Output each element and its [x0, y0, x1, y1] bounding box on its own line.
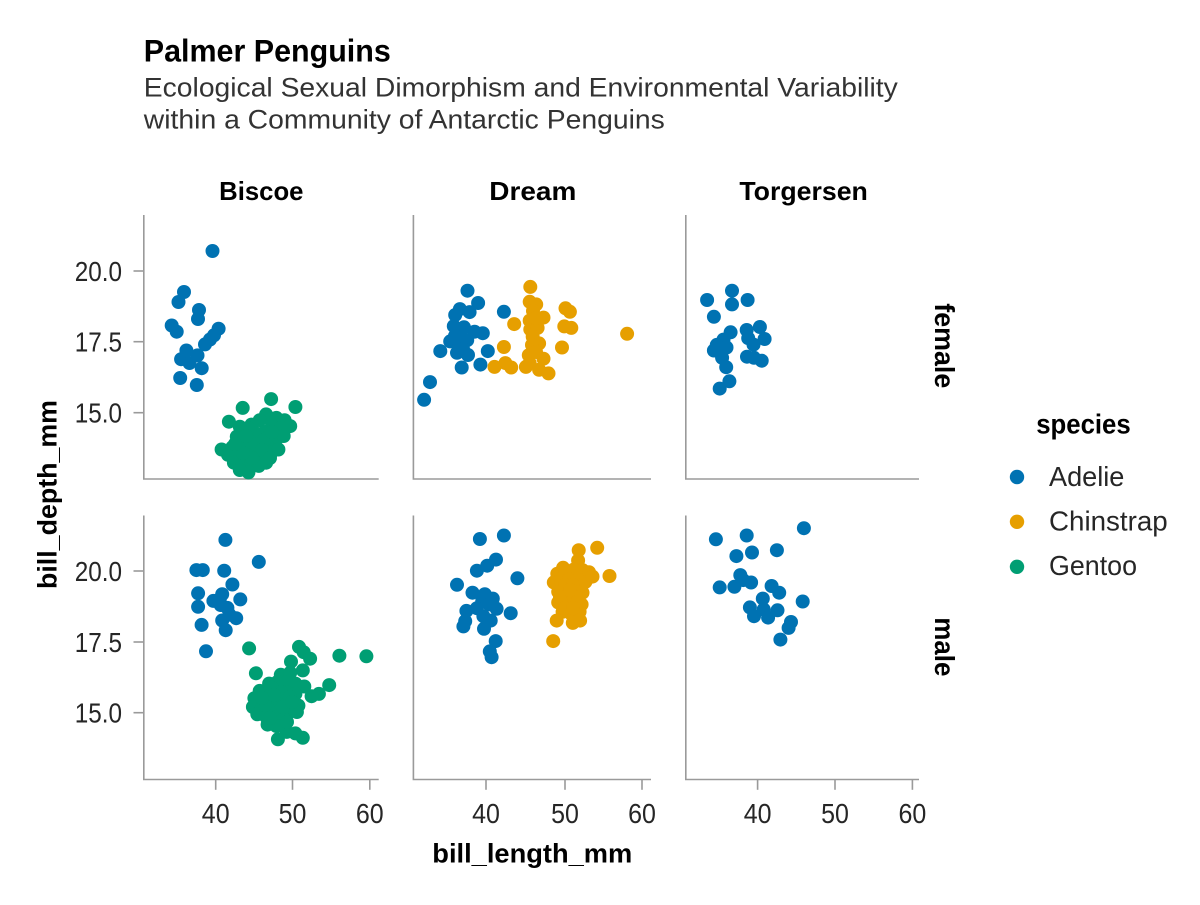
svg-text:40: 40 — [202, 798, 230, 829]
svg-text:40: 40 — [472, 798, 500, 829]
svg-text:Dream: Dream — [489, 176, 576, 206]
svg-text:bill_depth_mm: bill_depth_mm — [33, 400, 63, 589]
svg-text:50: 50 — [551, 798, 579, 829]
svg-text:male: male — [929, 617, 960, 676]
svg-text:17.5: 17.5 — [75, 327, 122, 358]
svg-text:species: species — [1036, 408, 1131, 439]
svg-text:50: 50 — [821, 798, 849, 829]
svg-text:bill_length_mm: bill_length_mm — [432, 839, 632, 869]
svg-text:Biscoe: Biscoe — [219, 176, 303, 206]
svg-text:Palmer Penguins: Palmer Penguins — [144, 33, 391, 69]
svg-text:60: 60 — [356, 798, 384, 829]
svg-text:Torgersen: Torgersen — [739, 176, 868, 206]
svg-text:Ecological Sexual Dimorphism a: Ecological Sexual Dimorphism and Environ… — [144, 73, 899, 103]
svg-text:Chinstrap: Chinstrap — [1049, 506, 1168, 537]
svg-text:Gentoo: Gentoo — [1049, 550, 1137, 581]
svg-text:60: 60 — [628, 798, 656, 829]
svg-text:40: 40 — [744, 798, 772, 829]
svg-text:17.5: 17.5 — [75, 627, 122, 658]
svg-text:20.0: 20.0 — [75, 256, 122, 287]
svg-text:60: 60 — [899, 798, 927, 829]
svg-text:female: female — [929, 303, 960, 388]
svg-text:15.0: 15.0 — [75, 398, 122, 429]
svg-text:15.0: 15.0 — [75, 698, 122, 729]
svg-text:20.0: 20.0 — [75, 556, 122, 587]
svg-text:within a Community of Antarcti: within a Community of Antarctic Penguins — [143, 104, 665, 134]
svg-text:Adelie: Adelie — [1049, 461, 1124, 492]
svg-text:50: 50 — [279, 798, 307, 829]
